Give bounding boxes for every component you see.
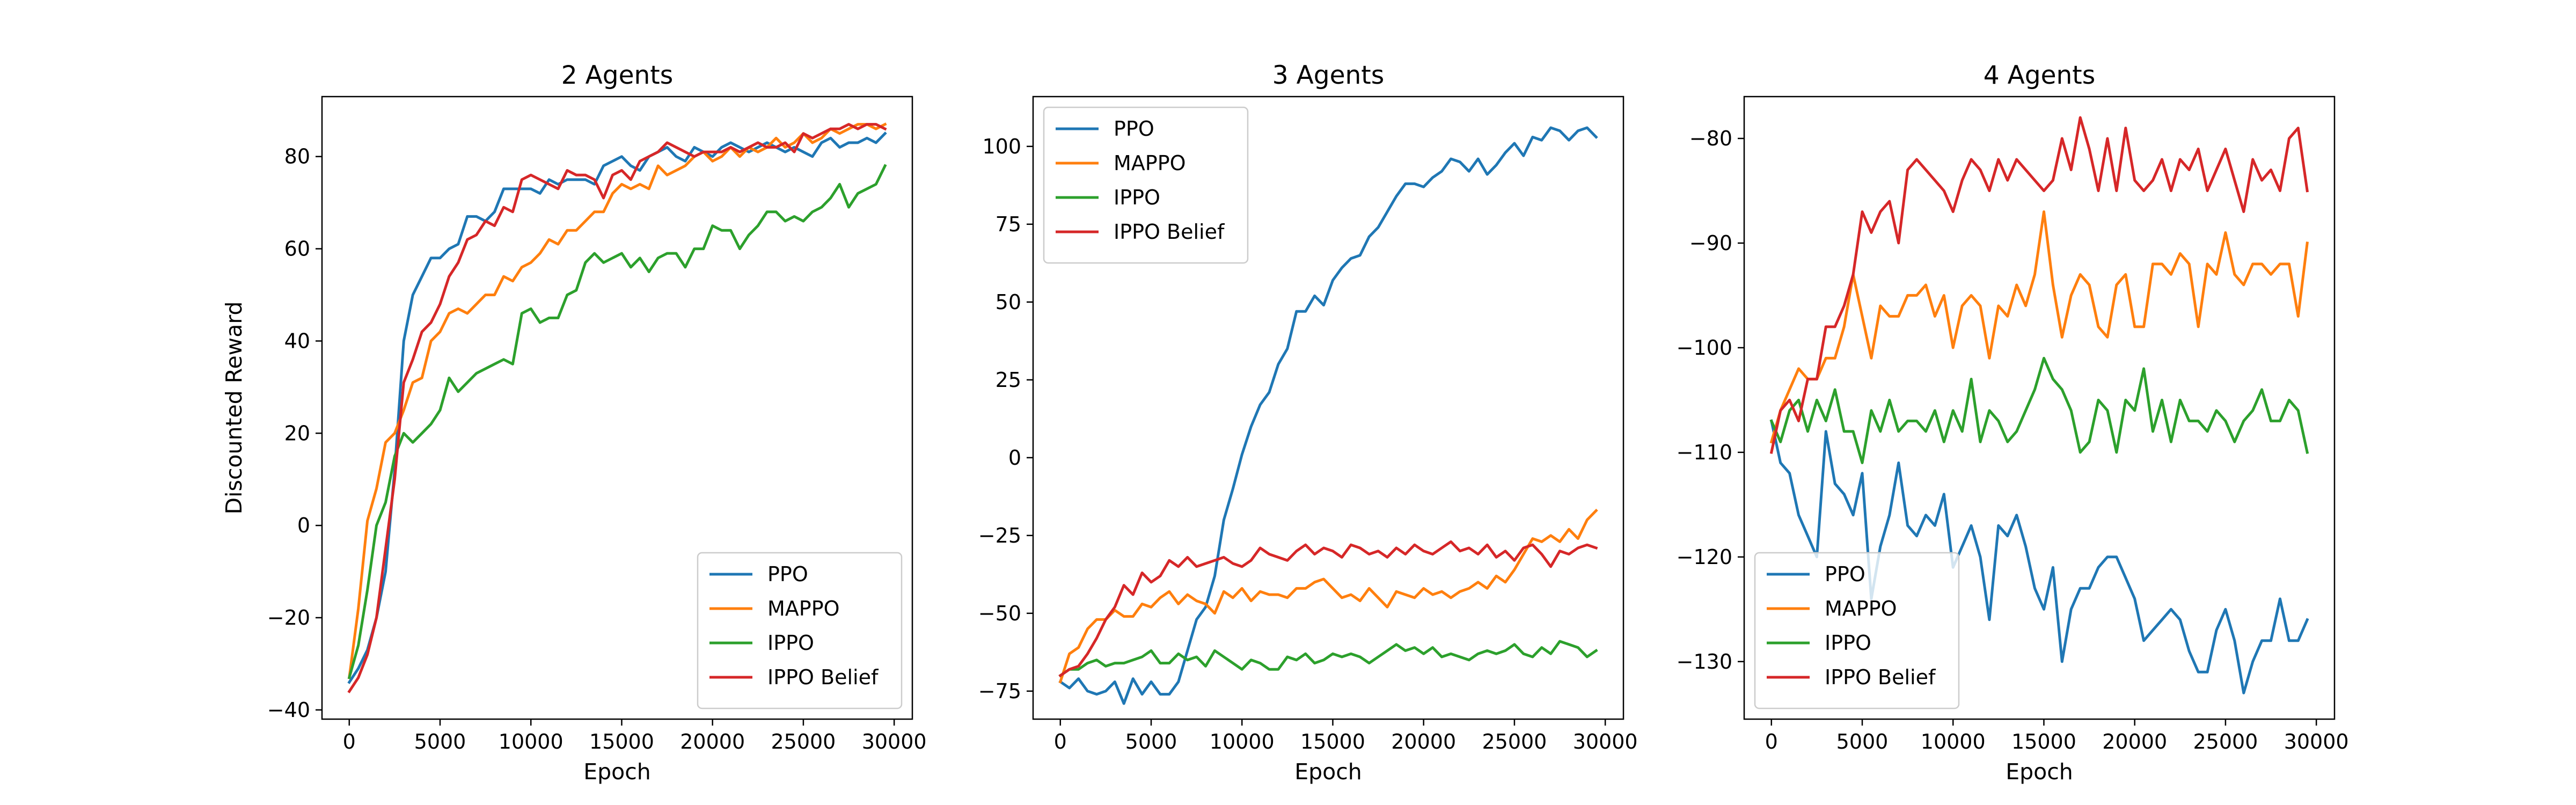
series-line-ippo [347,164,887,679]
x-tick-label: 5000 [1836,730,1889,753]
y-tick-label: 80 [284,145,310,169]
x-axis-label: Epoch [2006,759,2073,785]
y-tick-label: −100 [1677,336,1732,360]
x-tick-label: 30000 [2284,730,2349,753]
legend-label: MAPPO [1825,597,1897,620]
legend-label: IPPO Belief [1114,220,1225,244]
axes-frame [321,96,913,720]
legend-label: IPPO Belief [767,665,879,689]
y-axis-label: Discounted Reward [221,302,247,515]
x-tick-label: 0 [343,730,356,753]
x-tick-label: 25000 [1482,730,1547,753]
y-tick-label: −50 [978,602,1021,625]
x-axis-label: Epoch [583,759,651,785]
axes-frame [1743,96,2336,720]
axes-frame [1032,96,1624,720]
series-line-ppo [1058,126,1598,705]
series-line-ippo-belief [1769,116,2309,454]
y-tick-label: −80 [1689,127,1732,150]
subplot-4-agents: 0 5000 10000 15000 20000 25000 30000 −130 −120 −1… [1677,61,2349,785]
subplot-3-agents: 0 5000 10000 15000 20000 25000 30000 −75 −50 −25 0… [978,61,1638,785]
y-tick-label: 60 [284,237,310,261]
x-tick-label: 10000 [1210,730,1275,753]
x-tick-label: 20000 [2102,730,2167,753]
legend-label: IPPO [1825,631,1871,655]
x-tick-label: 20000 [1391,730,1456,753]
x-tick-label: 30000 [862,730,927,753]
x-tick-label: 30000 [1573,730,1638,753]
subplot-title: 4 Agents [1984,61,2095,90]
x-tick-label: 5000 [1125,730,1177,753]
legend-label: IPPO Belief [1825,665,1936,689]
y-tick-label: 40 [284,329,310,353]
x-tick-label: 15000 [2011,730,2076,753]
legend: PPO MAPPO IPPO IPPO Belief [1043,106,1249,264]
x-tick-label: 20000 [680,730,745,753]
y-tick-label: −20 [267,606,310,630]
y-tick-label: 0 [1008,446,1021,470]
y-tick-label: 100 [982,135,1021,158]
legend-box [697,552,903,709]
legend-label: MAPPO [767,597,840,620]
y-tick-label: −90 [1689,231,1732,255]
y-tick-label: −120 [1677,545,1732,569]
x-tick-label: 0 [1054,730,1067,753]
legend-label: PPO [1825,562,1865,586]
legend-label: PPO [1114,117,1154,141]
y-tick-label: 0 [297,514,310,537]
x-tick-label: 25000 [771,730,836,753]
subplot-title: 2 Agents [561,61,673,90]
y-tick-label: −75 [978,679,1021,703]
x-tick-label: 0 [1765,730,1778,753]
subplot-title: 3 Agents [1272,61,1384,90]
y-tick-label: 75 [996,213,1021,236]
y-tick-label: −40 [267,698,310,722]
series-line-ippo [1769,356,2309,464]
legend: PPO MAPPO IPPO IPPO Belief [1754,552,1960,709]
x-tick-label: 15000 [1300,730,1365,753]
y-tick-label: 50 [996,290,1021,314]
series-line-mappo [1058,508,1598,684]
legend-label: IPPO [1114,186,1160,209]
legend-label: PPO [767,562,808,586]
x-tick-label: 5000 [414,730,466,753]
series-line-ppo [1769,419,2309,694]
x-tick-label: 10000 [499,730,564,753]
y-tick-label: −25 [978,524,1021,547]
legend-box [1754,552,1960,709]
series-line-mappo [347,122,887,679]
y-tick-label: −110 [1677,441,1732,464]
legend-label: MAPPO [1114,151,1186,175]
legend-box [1043,106,1249,264]
y-tick-label: −130 [1677,650,1732,674]
x-tick-label: 10000 [1921,730,1986,753]
x-axis-label: Epoch [1294,759,1362,785]
series-line-mappo [1769,210,2309,444]
x-tick-label: 15000 [589,730,654,753]
y-tick-label: 25 [996,368,1021,392]
series-line-ippo [1058,640,1598,678]
subplot-2-agents: 0 5000 10000 15000 20000 25000 30000 −40 −20 0 20 4… [221,61,927,785]
x-tick-label: 25000 [2193,730,2258,753]
legend: PPO MAPPO IPPO IPPO Belief [697,552,903,709]
y-tick-label: 20 [284,421,310,445]
series-line-ippo-belief [1058,540,1598,678]
series-line-ippo-belief [347,123,887,693]
legend-label: IPPO [767,631,814,655]
